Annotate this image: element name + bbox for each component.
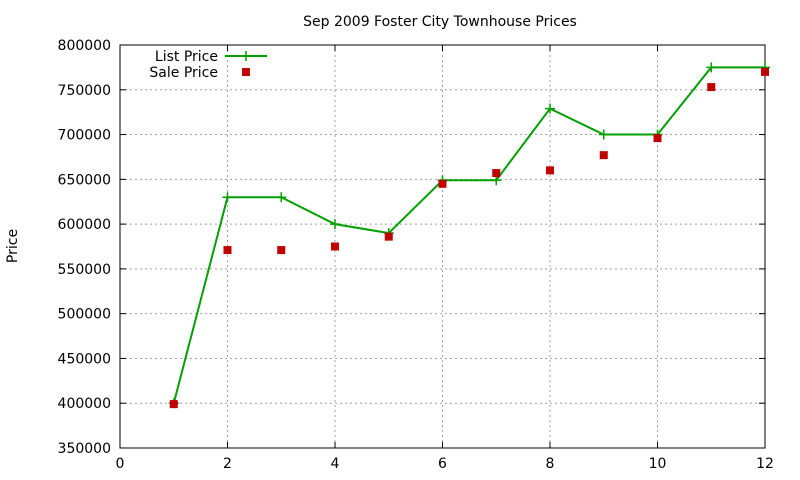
x-tick-label: 10: [649, 456, 667, 472]
y-tick-label: 650000: [58, 172, 111, 188]
series-layer: [168, 62, 770, 409]
y-tick-label: 700000: [58, 128, 111, 144]
y-tick-label: 350000: [58, 441, 111, 457]
series-line-list-price: [172, 66, 765, 404]
y-tick-label: 450000: [58, 351, 111, 367]
y-tick-label: 550000: [58, 262, 111, 278]
data-point-list-price: [276, 192, 287, 203]
data-point-list-price: [545, 103, 555, 114]
data-point-list-price: [330, 219, 340, 230]
x-tick-label: 8: [546, 456, 555, 472]
y-tick-label: 600000: [58, 217, 111, 233]
y-tick-label: 500000: [58, 307, 111, 323]
data-point-sale-price: [761, 67, 769, 76]
data-point-list-price: [598, 129, 609, 140]
data-point-sale-price: [599, 151, 608, 160]
data-point-sale-price: [653, 134, 662, 143]
data-point-list-price: [222, 192, 233, 203]
data-point-sale-price: [546, 166, 554, 175]
x-tick-label: 4: [331, 456, 340, 472]
data-point-list-price: [706, 62, 717, 73]
data-point-sale-price: [169, 400, 178, 409]
data-point-sale-price: [707, 83, 716, 92]
y-tick-label: 400000: [58, 396, 111, 412]
series-list-price: [168, 62, 770, 409]
x-tick-label: 2: [223, 456, 232, 472]
legend-marker-list-price: [241, 51, 251, 61]
x-tick-label: 12: [756, 456, 774, 472]
chart-title: Sep 2009 Foster City Townhouse Prices: [303, 14, 577, 30]
y-axis-label: Price: [5, 229, 21, 263]
axes: 0 2 4 6 8 10 12 350000 400000 450000 500000 550000 6…: [58, 38, 774, 472]
grid: [120, 45, 765, 448]
data-point-sale-price: [331, 242, 339, 251]
legend-marker-sale-price: [242, 68, 250, 76]
data-point-sale-price: [277, 246, 286, 255]
x-tick-label: 0: [116, 456, 125, 472]
x-tick-label: 6: [438, 456, 447, 472]
y-tick-label: 800000: [58, 38, 111, 54]
data-point-sale-price: [384, 232, 393, 241]
data-point-sale-price: [492, 169, 501, 178]
data-point-sale-price: [438, 179, 447, 188]
legend-label-sale-price: Sale Price: [149, 65, 218, 81]
y-tick-label: 750000: [58, 83, 111, 99]
legend-label-list-price: List Price: [155, 49, 218, 65]
data-point-sale-price: [223, 246, 232, 255]
series-sale-price: [169, 67, 769, 409]
